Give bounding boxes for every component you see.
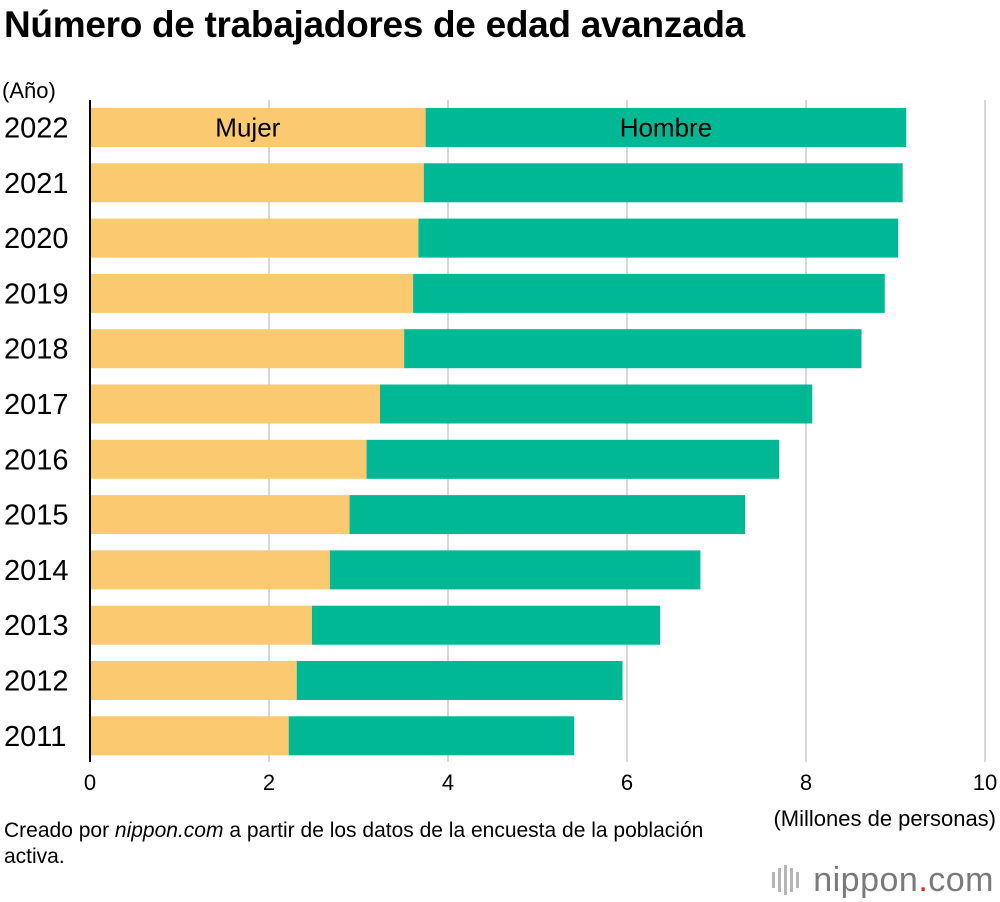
bar-mujer-2022: [90, 108, 426, 147]
bar-hombre-2022: [425, 108, 907, 147]
logo-text-tld: com: [928, 861, 994, 899]
bar-hombre-2012: [296, 661, 623, 700]
year-label: 2016: [4, 444, 69, 476]
bar-mujer-2019: [90, 273, 414, 313]
year-label: 2022: [4, 113, 69, 145]
year-label: 2017: [4, 389, 69, 421]
year-label: 2021: [4, 168, 69, 200]
bar-mujer-2020: [90, 218, 419, 258]
bar-mujer-2016: [90, 439, 367, 479]
bar-hombre-2020: [418, 218, 899, 258]
bars: [90, 108, 907, 756]
year-label: 2015: [4, 500, 69, 532]
bar-hombre-2011: [288, 716, 575, 756]
y-axis-title: (Año): [2, 78, 56, 103]
bar-hombre-2021: [423, 163, 903, 203]
year-label: 2018: [4, 334, 69, 366]
bar-mujer-2011: [90, 716, 289, 756]
bar-hombre-2015: [349, 495, 746, 535]
x-tick-label: 4: [442, 770, 454, 795]
legend-label-mujer: Mujer: [215, 113, 280, 143]
legend-label-hombre: Hombre: [620, 113, 712, 143]
year-label: 2011: [4, 721, 66, 753]
x-axis-title: (Millones de personas): [773, 806, 996, 831]
bar-hombre-2014: [329, 550, 701, 590]
source-note: Creado por nippon.com a partir de los da…: [4, 818, 724, 870]
bar-hombre-2017: [379, 384, 813, 424]
year-label: 2013: [4, 610, 69, 642]
year-label: 2014: [4, 555, 69, 587]
source-site: nippon.com: [114, 819, 224, 842]
nippon-logo-text: nippon.com: [813, 862, 994, 898]
nippon-logo: nippon.com: [771, 862, 994, 898]
x-tick-label: 8: [800, 770, 812, 795]
bar-mujer-2013: [90, 605, 312, 645]
bar-mujer-2017: [90, 384, 380, 424]
bar-mujer-2014: [90, 550, 330, 590]
bar-mujer-2015: [90, 495, 350, 535]
grid-lines: [268, 100, 986, 762]
nippon-logo-icon: [772, 865, 800, 895]
bar-mujer-2021: [90, 163, 424, 203]
labels: 2022 2021 2020 2019 2018 2017 2016 2015 2014 2013…: [2, 78, 997, 831]
bar-mujer-2012: [90, 661, 297, 700]
year-label: 2020: [4, 223, 69, 255]
source-prefix: Creado por: [4, 819, 115, 842]
x-tick-label: 0: [84, 770, 96, 795]
source-suffix: a partir de los datos de la encuesta de …: [4, 819, 704, 868]
logo-text-dot: .: [918, 861, 929, 899]
bar-hombre-2019: [413, 273, 885, 313]
year-label: 2019: [4, 278, 69, 310]
year-label: 2012: [4, 666, 69, 698]
x-tick-label: 10: [973, 770, 997, 795]
bar-hombre-2018: [404, 329, 862, 369]
chart-title: Número de trabajadores de edad avanzada: [4, 4, 745, 45]
x-tick-label: 2: [263, 770, 275, 795]
bar-mujer-2018: [90, 329, 405, 369]
bar-hombre-2013: [311, 605, 661, 645]
bar-hombre-2016: [366, 439, 780, 479]
x-tick-label: 6: [621, 770, 633, 795]
logo-text-main: nippon: [813, 861, 919, 899]
